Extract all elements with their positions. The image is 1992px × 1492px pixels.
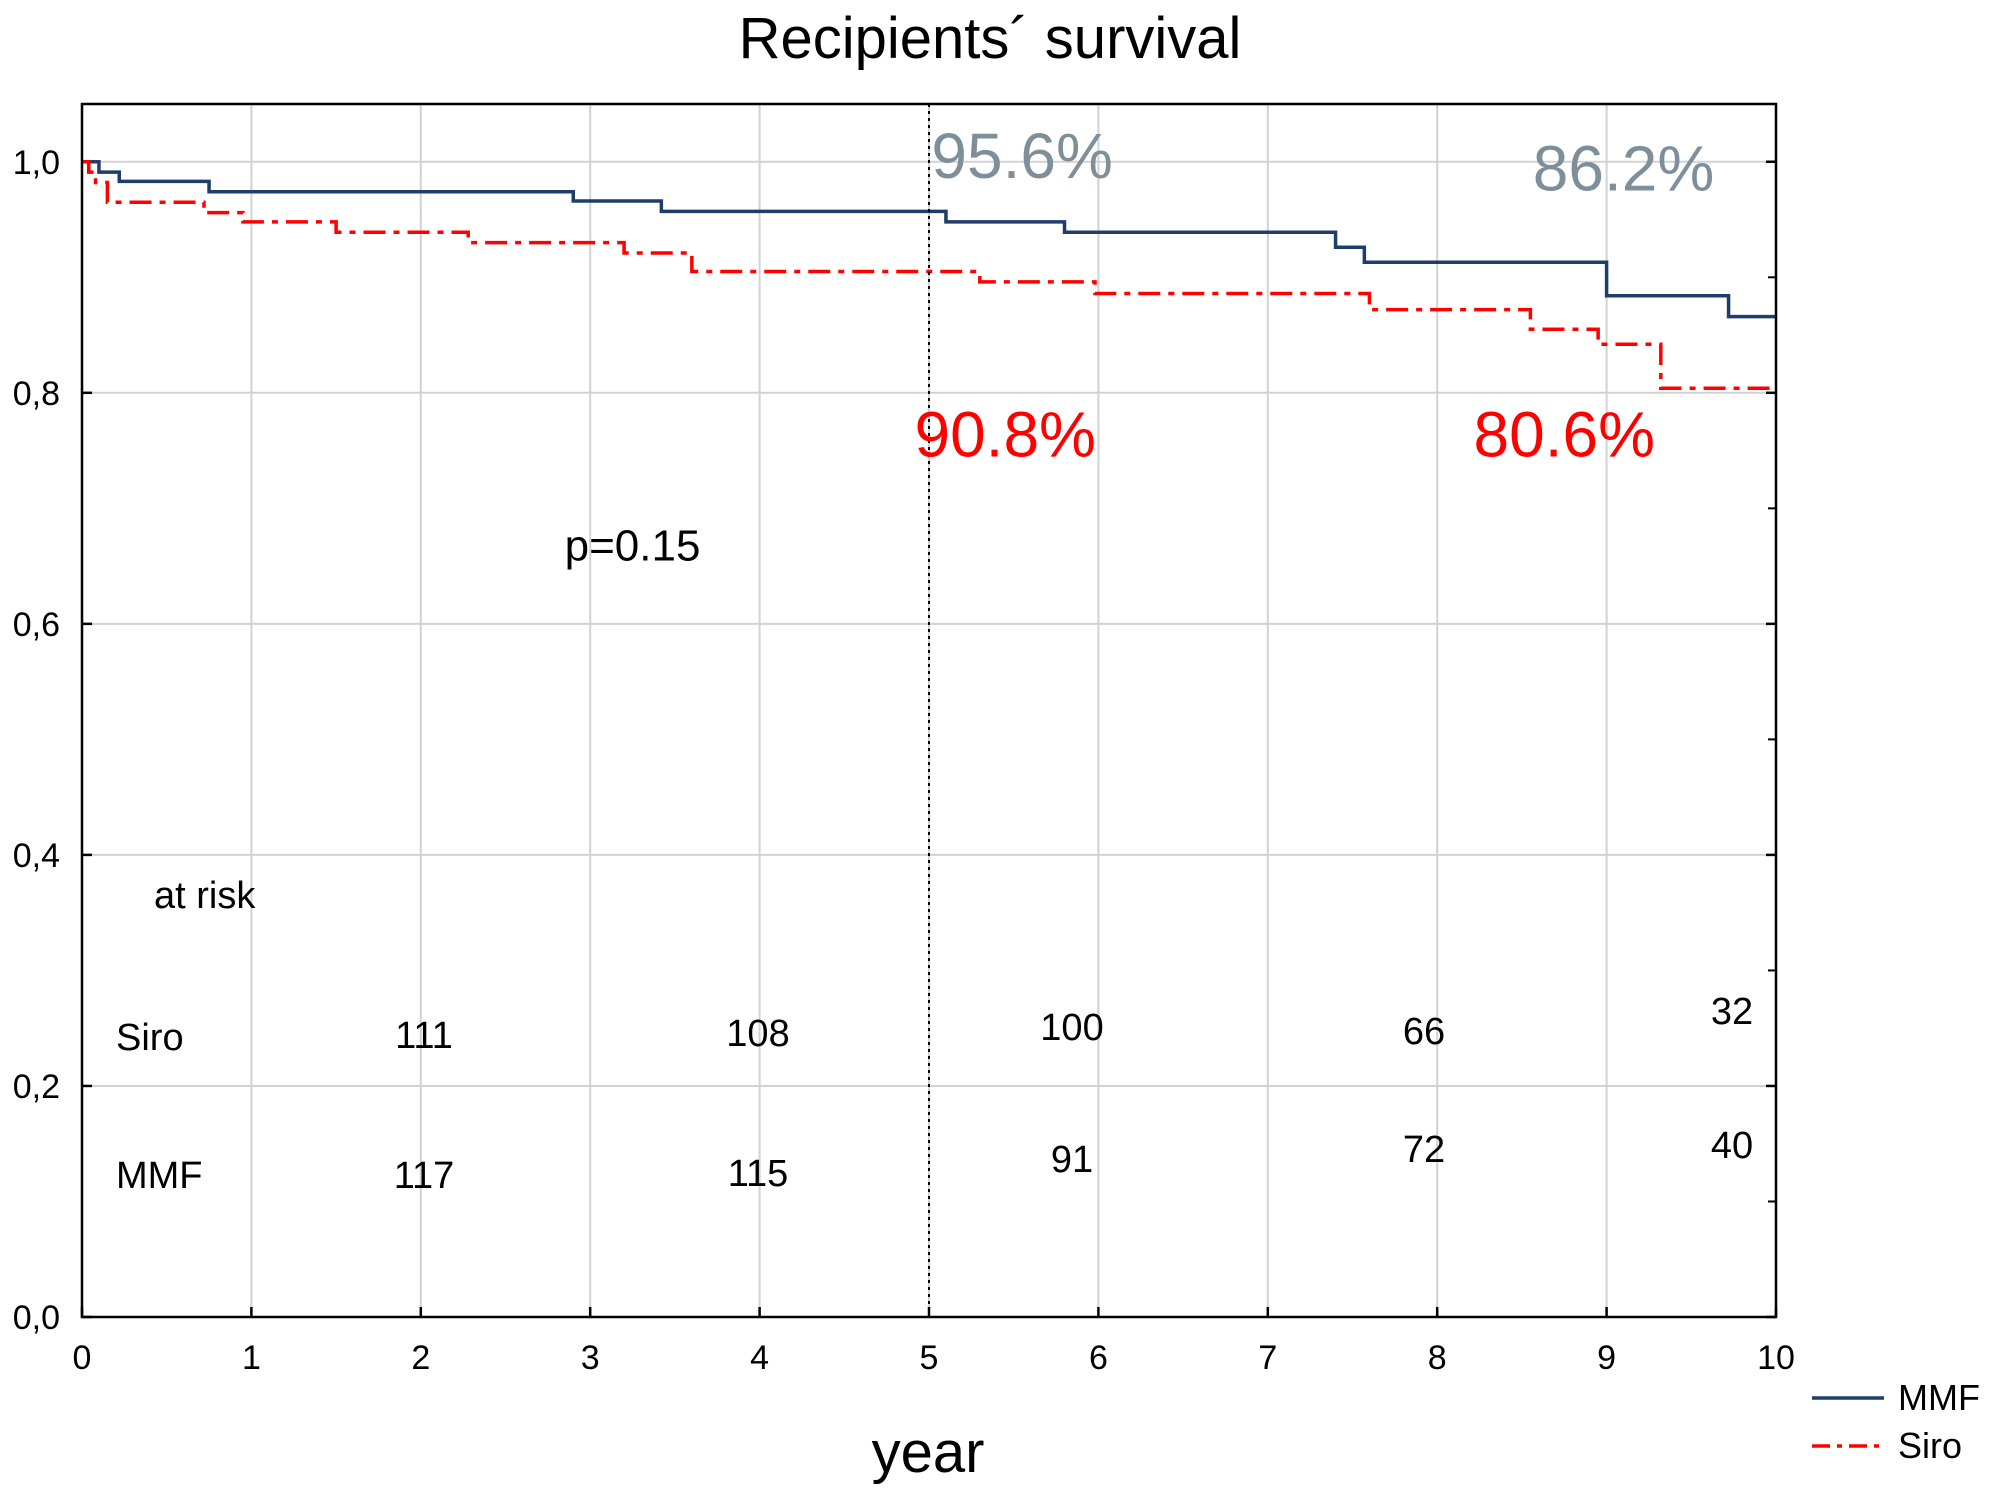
x-axis-label: year — [872, 1420, 985, 1485]
y-tick-label-3: 0,6 — [13, 606, 60, 644]
series-line-siro — [82, 160, 1776, 390]
axis-ticks: 0 1 2 3 4 5 6 7 8 9 10 0,0 0,2 0,4 0,6 0,8 1,0 — [13, 144, 1795, 1377]
at-risk-row-label-siro: Siro — [116, 1017, 184, 1059]
survival-percent-label: 90.8% — [914, 398, 1095, 470]
y-tick-label-0: 0,0 — [13, 1299, 60, 1337]
x-tick-label-5: 5 — [920, 1339, 939, 1377]
legend-label-siro: Siro — [1898, 1425, 1962, 1466]
x-tick-label-1: 1 — [242, 1339, 261, 1377]
x-tick-label-6: 6 — [1089, 1339, 1108, 1377]
x-tick-label-8: 8 — [1428, 1339, 1447, 1377]
at-risk-value: 111 — [395, 1015, 453, 1057]
chart-title: Recipients´ survival — [739, 6, 1242, 71]
at-risk-value: 108 — [726, 1013, 789, 1055]
x-tick-label-9: 9 — [1597, 1339, 1616, 1377]
at-risk-value: 100 — [1040, 1007, 1103, 1049]
p-value-label: p=0.15 — [565, 521, 701, 570]
y-tick-label-1: 0,2 — [13, 1068, 60, 1106]
series-line-mmf — [82, 160, 1776, 319]
survival-percent-label: 80.6% — [1474, 398, 1655, 470]
y-tick-label-2: 0,4 — [13, 837, 60, 875]
plot-frame — [80, 102, 1778, 1319]
at-risk-table: at risk Siro 111 108 100 66 32 MMF 117 115 91 72 40 — [116, 875, 1753, 1197]
x-tick-label-0: 0 — [73, 1339, 92, 1377]
at-risk-value: 117 — [394, 1155, 455, 1197]
y-tick-label-5: 1,0 — [13, 144, 60, 182]
at-risk-header: at risk — [154, 875, 256, 917]
at-risk-value: 66 — [1403, 1011, 1445, 1053]
legend-label-mmf: MMF — [1898, 1377, 1980, 1418]
series-lines — [82, 160, 1776, 390]
x-tick-label-4: 4 — [750, 1339, 769, 1377]
at-risk-value: 115 — [728, 1153, 789, 1195]
at-risk-value: 72 — [1403, 1129, 1445, 1171]
survival-annotations: 95.6% 86.2% 90.8% 80.6% p=0.15 — [565, 120, 1715, 570]
x-tick-label-2: 2 — [411, 1339, 430, 1377]
survival-percent-label: 95.6% — [931, 120, 1112, 192]
at-risk-row-label-mmf: MMF — [116, 1155, 203, 1197]
legend: MMF Siro — [1812, 1377, 1980, 1466]
x-tick-label-10: 10 — [1757, 1339, 1795, 1377]
at-risk-value: 32 — [1711, 991, 1753, 1033]
x-tick-label-3: 3 — [581, 1339, 600, 1377]
at-risk-value: 91 — [1051, 1139, 1093, 1181]
x-tick-label-7: 7 — [1258, 1339, 1277, 1377]
at-risk-value: 40 — [1711, 1125, 1753, 1167]
y-tick-label-4: 0,8 — [13, 375, 60, 413]
survival-percent-label: 86.2% — [1533, 133, 1714, 205]
